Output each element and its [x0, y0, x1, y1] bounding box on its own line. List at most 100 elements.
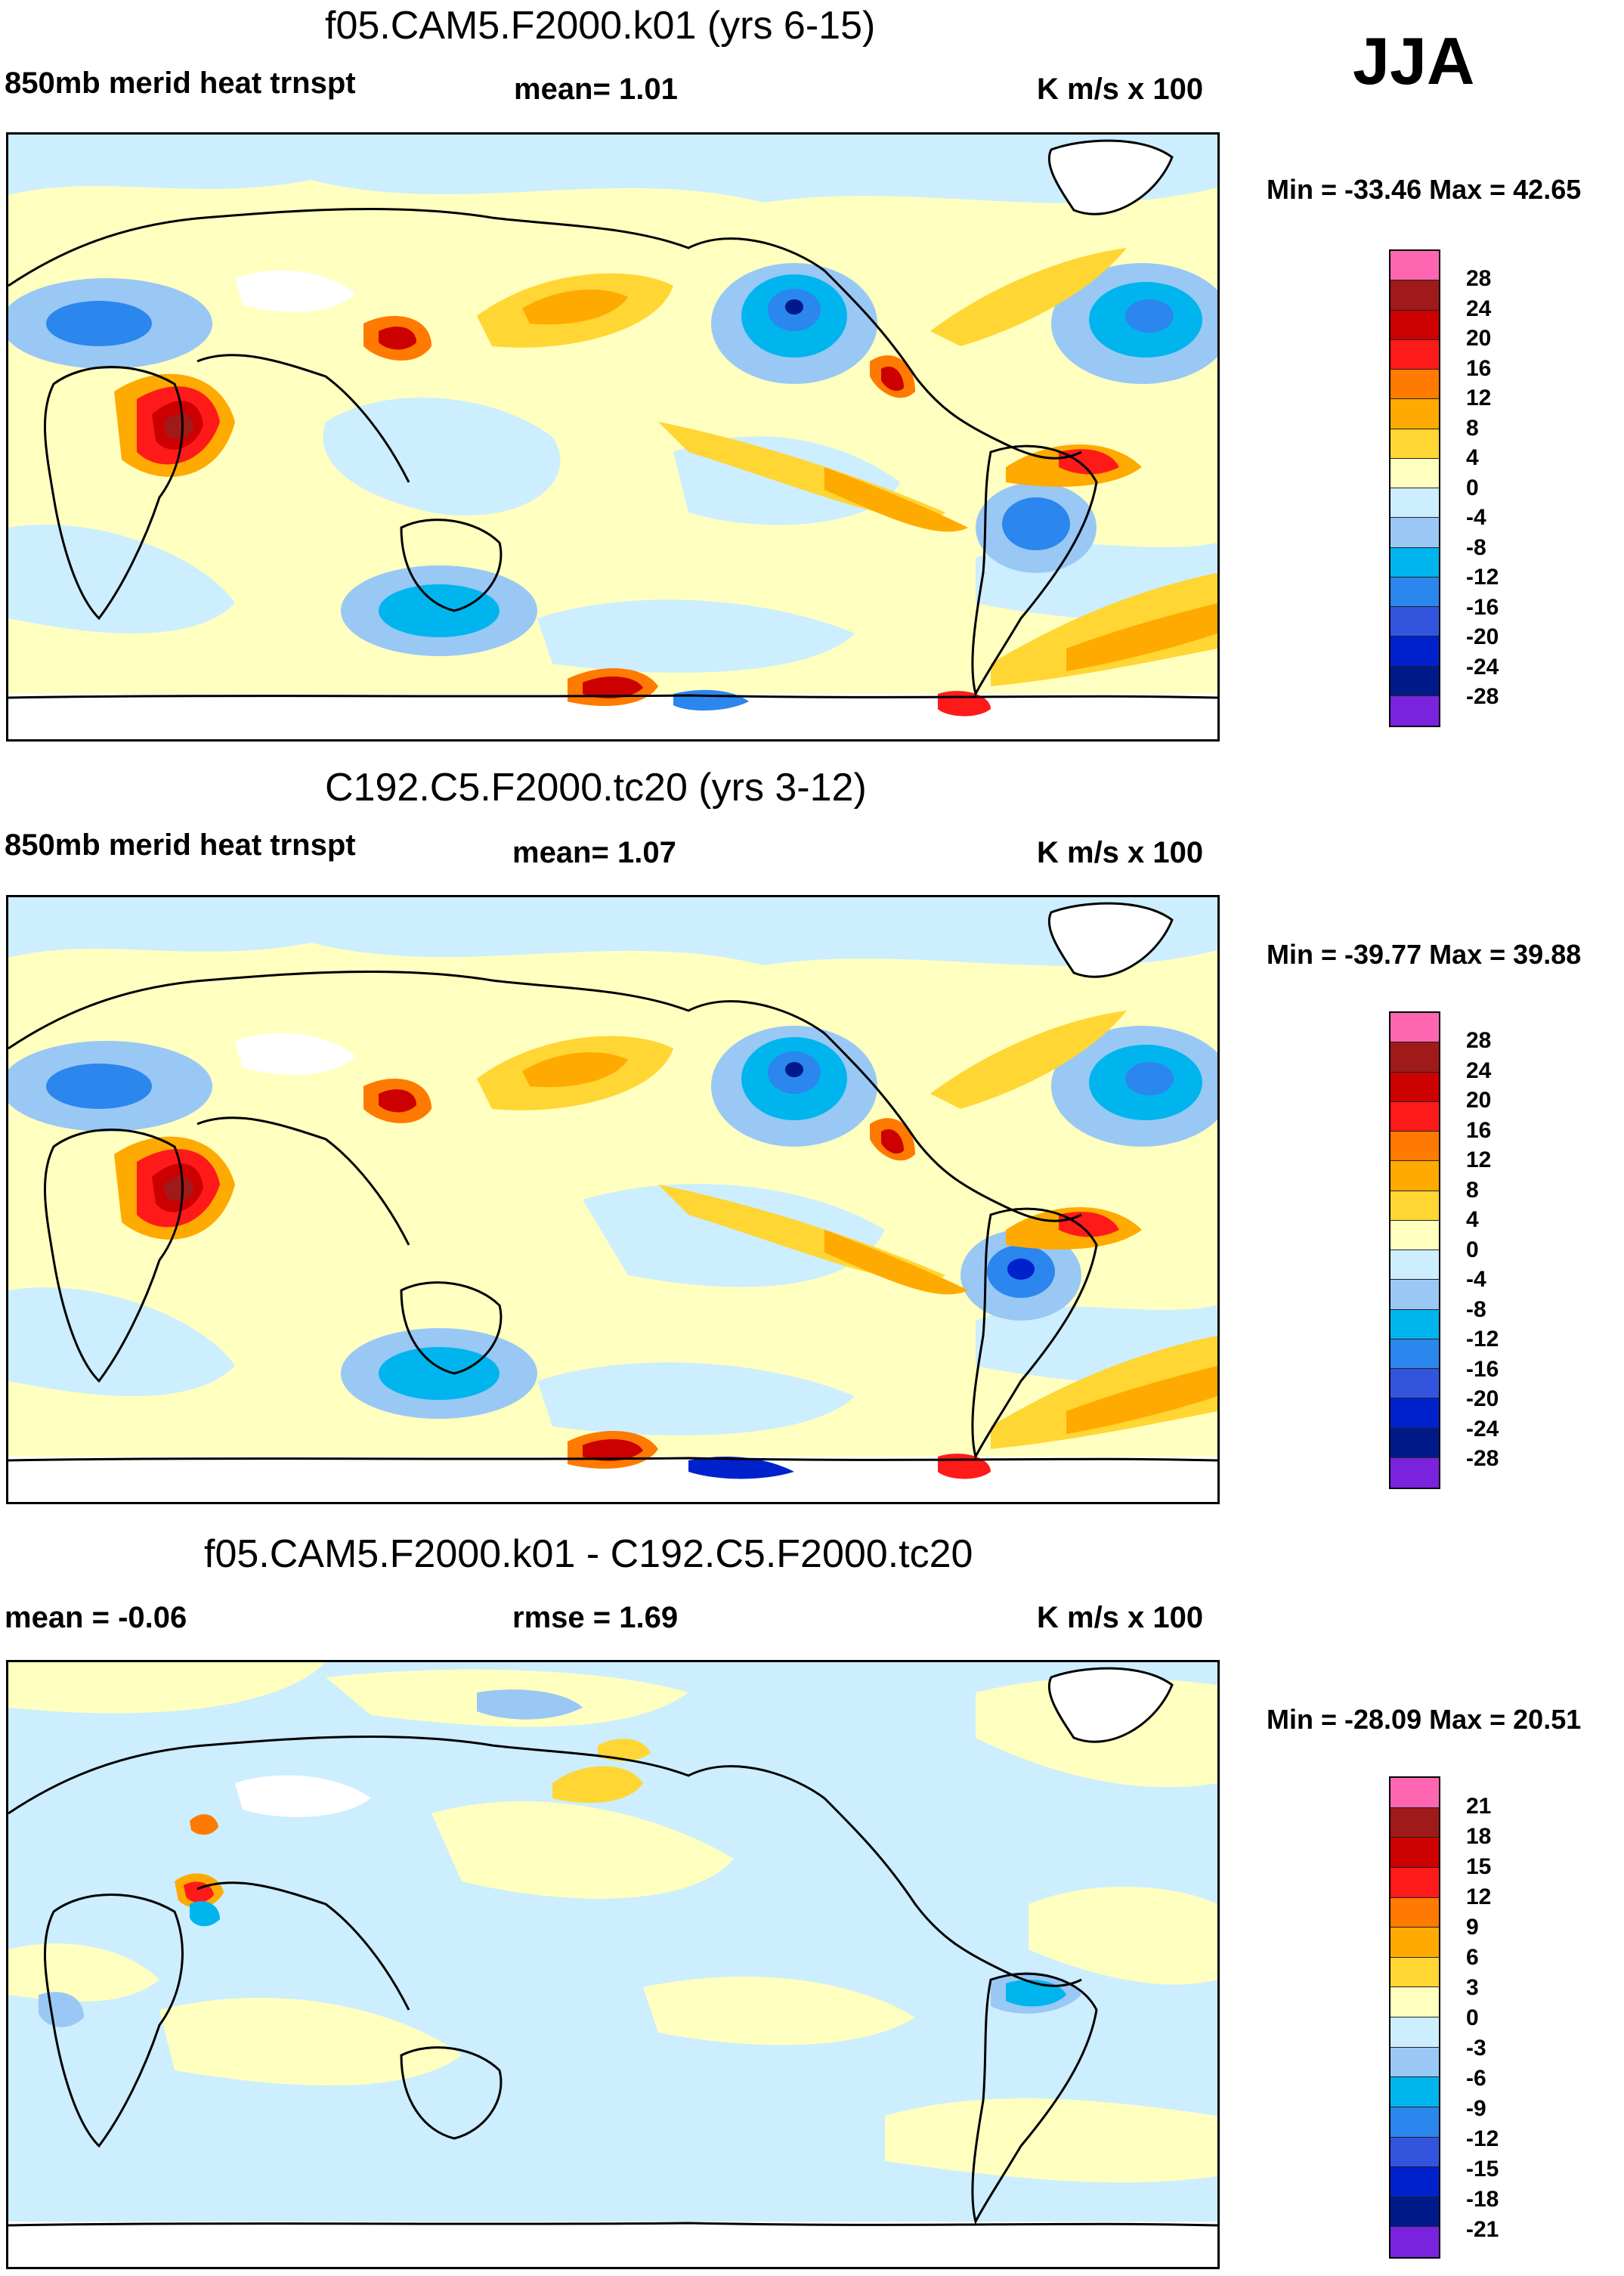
panel2-colorbar-swatch: [1390, 1042, 1439, 1073]
colorbar-tick: -16: [1466, 1357, 1499, 1382]
panel1-units-label: K m/s x 100: [1037, 73, 1204, 106]
colorbar-tick: -12: [1466, 565, 1499, 590]
colorbar-tick: 28: [1466, 1028, 1492, 1053]
colorbar-tick: -24: [1466, 1417, 1499, 1441]
panel3-colorbar-swatch: [1390, 1778, 1439, 1808]
panel3-colorbar-swatch: [1390, 1897, 1439, 1928]
colorbar-tick: 12: [1466, 1884, 1492, 1909]
panel3-colorbar-swatch: [1390, 2017, 1439, 2048]
panel3-colorbar-swatch: [1390, 2167, 1439, 2197]
panel1-colorbar-swatch: [1390, 607, 1439, 637]
colorbar-tick: 20: [1466, 326, 1492, 351]
panel1-colorbar-swatch: [1390, 310, 1439, 340]
colorbar-tick: -12: [1466, 1327, 1499, 1352]
colorbar-tick: 4: [1466, 445, 1479, 470]
panel1-colorbar-swatch: [1390, 547, 1439, 578]
panel1-colorbar-swatch: [1390, 399, 1439, 429]
panel1-colorbar-swatch: [1390, 695, 1439, 726]
panel3-colorbar-swatch: [1390, 2107, 1439, 2138]
colorbar-tick: 12: [1466, 386, 1492, 410]
colorbar-tick: -8: [1466, 1297, 1486, 1322]
colorbar-tick: 6: [1466, 1945, 1479, 1970]
colorbar-tick: 21: [1466, 1794, 1492, 1819]
panel3-colorbar-swatch: [1390, 2227, 1439, 2257]
panel2-colorbar-swatch: [1390, 1220, 1439, 1250]
panel2-colorbar-swatch: [1390, 1369, 1439, 1399]
panel3-colorbar: [1389, 1776, 1440, 2259]
colorbar-tick: -28: [1466, 684, 1499, 709]
panel1-colorbar-swatch: [1390, 339, 1439, 370]
colorbar-tick: -24: [1466, 655, 1499, 680]
panel2-colorbar-swatch: [1390, 1457, 1439, 1488]
colorbar-tick: 4: [1466, 1207, 1479, 1232]
panel1-mean-label: mean= 1.01: [514, 73, 678, 106]
panel2-colorbar-swatch: [1390, 1132, 1439, 1162]
panel1-colorbar-swatch: [1390, 251, 1439, 281]
panel1-colorbar: [1389, 249, 1440, 727]
colorbar-tick: -4: [1466, 1267, 1486, 1292]
colorbar-tick: -20: [1466, 624, 1499, 649]
colorbar-tick: 8: [1466, 1178, 1479, 1203]
panel2-colorbar-swatch: [1390, 1191, 1439, 1221]
panel3-colorbar-swatch: [1390, 1867, 1439, 1898]
colorbar-tick: 24: [1466, 1058, 1492, 1083]
panel2-coastlines: [8, 902, 1217, 1462]
panel1-map: [6, 132, 1220, 742]
panel3-colorbar-swatch: [1390, 1928, 1439, 1958]
colorbar-tick: -12: [1466, 2126, 1499, 2151]
colorbar-tick: 0: [1466, 2005, 1479, 2030]
panel3-colorbar-swatch: [1390, 2047, 1439, 2078]
panel1-colorbar-swatch: [1390, 488, 1439, 519]
panel3-rmse-label: rmse = 1.69: [512, 1601, 679, 1634]
panel2-colorbar-swatch: [1390, 1013, 1439, 1043]
panel2-map: [6, 895, 1220, 1504]
colorbar-tick: -16: [1466, 595, 1499, 620]
panel1-colorbar-swatch: [1390, 666, 1439, 696]
colorbar-tick: 28: [1466, 266, 1492, 291]
season-label: JJA: [1353, 23, 1475, 98]
panel2-colorbar-swatch: [1390, 1339, 1439, 1369]
colorbar-tick: 24: [1466, 296, 1492, 321]
panel2-units-label: K m/s x 100: [1037, 836, 1204, 869]
colorbar-tick: -3: [1466, 2036, 1486, 2061]
colorbar-tick: 0: [1466, 475, 1479, 500]
colorbar-tick: -28: [1466, 1446, 1499, 1471]
colorbar-tick: 0: [1466, 1237, 1479, 1262]
panel1-coastlines: [8, 139, 1217, 699]
panel2-mean-label: mean= 1.07: [512, 836, 676, 869]
panel3-map: [6, 1660, 1220, 2269]
colorbar-tick: -20: [1466, 1386, 1499, 1411]
panel2-colorbar: [1389, 1011, 1440, 1489]
panel2-colorbar-swatch: [1390, 1072, 1439, 1102]
panel1-colorbar-swatch: [1390, 458, 1439, 488]
colorbar-tick: 12: [1466, 1147, 1492, 1172]
panel3-colorbar-swatch: [1390, 1807, 1439, 1838]
panel3-units-label: K m/s x 100: [1037, 1601, 1204, 1634]
panel1-field-label: 850mb merid heat trnspt: [5, 67, 356, 100]
panel1-colorbar-swatch: [1390, 518, 1439, 548]
panel3-contour-field: [8, 1662, 1217, 2267]
colorbar-tick: -9: [1466, 2096, 1486, 2121]
panel2-colorbar-swatch: [1390, 1398, 1439, 1429]
panel1-contour-field: [8, 135, 1217, 739]
panel2-colorbar-swatch: [1390, 1250, 1439, 1280]
panel2-colorbar-swatch: [1390, 1309, 1439, 1339]
panel2-contour-field: [8, 897, 1217, 1502]
colorbar-tick: -15: [1466, 2157, 1499, 2182]
colorbar-tick: 16: [1466, 1118, 1492, 1143]
panel2-title: C192.C5.F2000.tc20 (yrs 3-12): [325, 766, 867, 810]
panel3-mean-label: mean = -0.06: [5, 1601, 187, 1634]
panel1-minmax: Min = -33.46 Max = 42.65: [1267, 174, 1582, 205]
panel1-colorbar-swatch: [1390, 577, 1439, 607]
panel2-colorbar-swatch: [1390, 1101, 1439, 1132]
panel3-colorbar-swatch: [1390, 2197, 1439, 2228]
panel3-coastlines: [8, 1667, 1217, 2227]
colorbar-tick: 16: [1466, 356, 1492, 381]
panel1-colorbar-swatch: [1390, 429, 1439, 459]
colorbar-tick: -18: [1466, 2187, 1499, 2212]
panel2-minmax: Min = -39.77 Max = 39.88: [1267, 939, 1582, 970]
panel3-colorbar-swatch: [1390, 1838, 1439, 1868]
colorbar-tick: 3: [1466, 1975, 1479, 2000]
panel3-colorbar-swatch: [1390, 1957, 1439, 1988]
colorbar-tick: -8: [1466, 535, 1486, 560]
